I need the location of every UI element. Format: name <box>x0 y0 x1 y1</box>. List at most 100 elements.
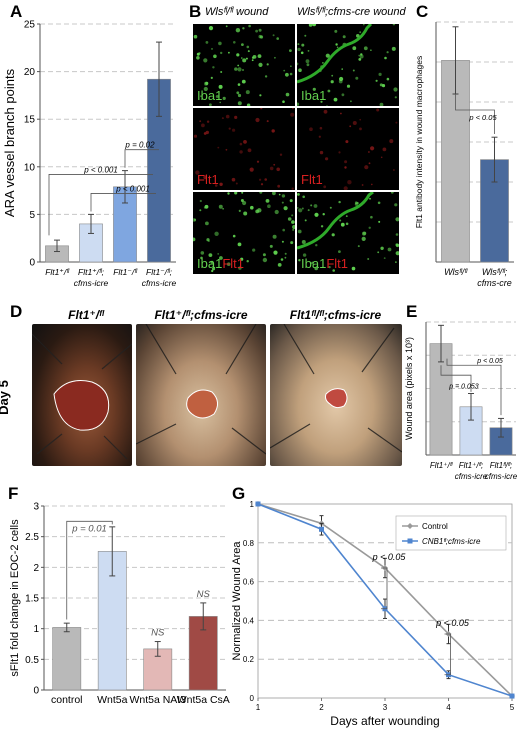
cell-dot <box>243 211 248 216</box>
legend-marker <box>407 523 413 529</box>
cell-dot <box>285 92 290 97</box>
cell-dot <box>279 153 283 156</box>
cell-dot <box>319 150 324 155</box>
p-value: p < 0.05 <box>468 113 497 122</box>
cell-dot <box>383 257 386 259</box>
cell-dot <box>377 251 380 254</box>
cell-dot <box>222 96 226 100</box>
cell-dot <box>234 192 238 195</box>
cell-dot <box>304 34 307 37</box>
y-tick-label: 15 <box>24 115 36 126</box>
cell-dot <box>395 121 398 124</box>
cell-dot <box>267 204 271 208</box>
cell-dot <box>258 34 262 39</box>
cell-dot <box>246 45 250 49</box>
cell-dot <box>225 25 228 28</box>
tissue-edge <box>297 24 373 84</box>
y-tick-label: 1 <box>250 500 255 509</box>
cell-dot <box>306 63 310 67</box>
cell-dot <box>246 260 249 263</box>
cell-dot <box>380 246 384 250</box>
cell-dot <box>332 269 335 272</box>
cell-dot <box>260 183 264 186</box>
panel-label-a: A <box>10 2 23 21</box>
cell-dot <box>349 125 352 128</box>
cell-dot <box>212 66 215 69</box>
cell-dot <box>283 69 286 72</box>
cell-dot <box>272 192 276 196</box>
cell-dot <box>209 26 212 28</box>
cell-dot <box>238 209 241 212</box>
cell-dot <box>276 167 280 172</box>
cell-dot <box>259 94 262 97</box>
x-tick-label: Flt1⁻/ᶠˡ; <box>146 267 173 277</box>
y-tick-label: 0.4 <box>243 616 255 625</box>
micro-label-iba1: Iba1 <box>301 88 327 103</box>
cell-dot <box>394 96 397 99</box>
y-axis-label: Flt1 antibody intensity in wound macroph… <box>414 56 424 228</box>
x-tick-label: cfms-icre <box>142 278 177 288</box>
x-tick-label: Wnt5a CsA <box>177 694 230 706</box>
cell-dot <box>225 148 228 151</box>
significance-bracket <box>455 94 495 134</box>
cell-dot <box>255 117 260 123</box>
cell-dot <box>233 41 236 44</box>
cell-dot <box>301 43 305 47</box>
cell-dot <box>308 24 313 27</box>
cell-dot <box>301 207 304 210</box>
cell-dot <box>359 31 362 34</box>
cell-dot <box>281 240 284 243</box>
cell-dot <box>310 204 313 207</box>
y-axis-label: sFlt1 fold change in EOC-2 cells <box>9 519 21 677</box>
cell-dot <box>364 165 369 170</box>
x-tick-label: Flt1⁺/ᶠˡ; <box>78 267 105 277</box>
cell-dot <box>203 58 208 63</box>
significance-bracket <box>124 149 159 168</box>
cell-dot <box>248 24 251 28</box>
cell-dot <box>361 184 364 186</box>
cell-dot <box>382 147 387 152</box>
cell-dot <box>220 71 223 73</box>
cell-dot <box>345 215 348 217</box>
y-tick-label: 20 <box>24 67 36 78</box>
cell-dot <box>281 194 286 198</box>
cell-dot <box>257 54 262 58</box>
chart-f: 0 0.5 1 1.5 2 2.5 3 sFlt1 fold change in EOC-2 … <box>9 502 230 707</box>
cell-dot <box>240 199 244 202</box>
wound-photo-1 <box>32 324 132 466</box>
cell-dot <box>338 79 343 84</box>
x-tick-label: cfms-cre <box>477 278 512 288</box>
micro-label-merge: Iba1Flt1 <box>197 256 244 271</box>
significance-bracket <box>446 358 502 416</box>
y-tick-label: 2 <box>33 563 39 574</box>
merge-label-flt1: Flt1 <box>222 256 244 271</box>
significance-label: NS <box>197 589 211 600</box>
cell-dot <box>205 81 209 85</box>
cell-dot <box>312 24 317 27</box>
cell-dot <box>232 234 236 238</box>
cell-dot <box>242 58 247 63</box>
x-tick-label: 2 <box>319 703 324 712</box>
cell-dot <box>278 193 281 196</box>
cell-dot <box>346 84 351 88</box>
cell-dot <box>318 135 321 138</box>
cell-dot <box>269 244 273 248</box>
cell-dot <box>247 148 252 153</box>
panel-b-col1-title: Wlsᶠˡ/ᶠˡ wound <box>205 6 269 18</box>
cell-dot <box>217 146 220 149</box>
cell-dot <box>219 182 223 186</box>
cell-dot <box>239 150 243 154</box>
cell-dot <box>237 83 241 86</box>
cell-dot <box>362 231 367 235</box>
cell-dot <box>236 91 240 95</box>
y-tick-label: 0 <box>29 258 35 269</box>
cell-dot <box>361 236 366 241</box>
x-tick-label: cfms-icre <box>455 472 488 480</box>
cell-dot <box>342 35 346 39</box>
panel-label-b: B <box>189 2 202 21</box>
cell-dot <box>302 195 305 199</box>
cell-dot <box>277 263 282 267</box>
cell-dot <box>297 43 300 46</box>
cell-dot <box>203 86 208 92</box>
cell-dot <box>210 260 214 264</box>
